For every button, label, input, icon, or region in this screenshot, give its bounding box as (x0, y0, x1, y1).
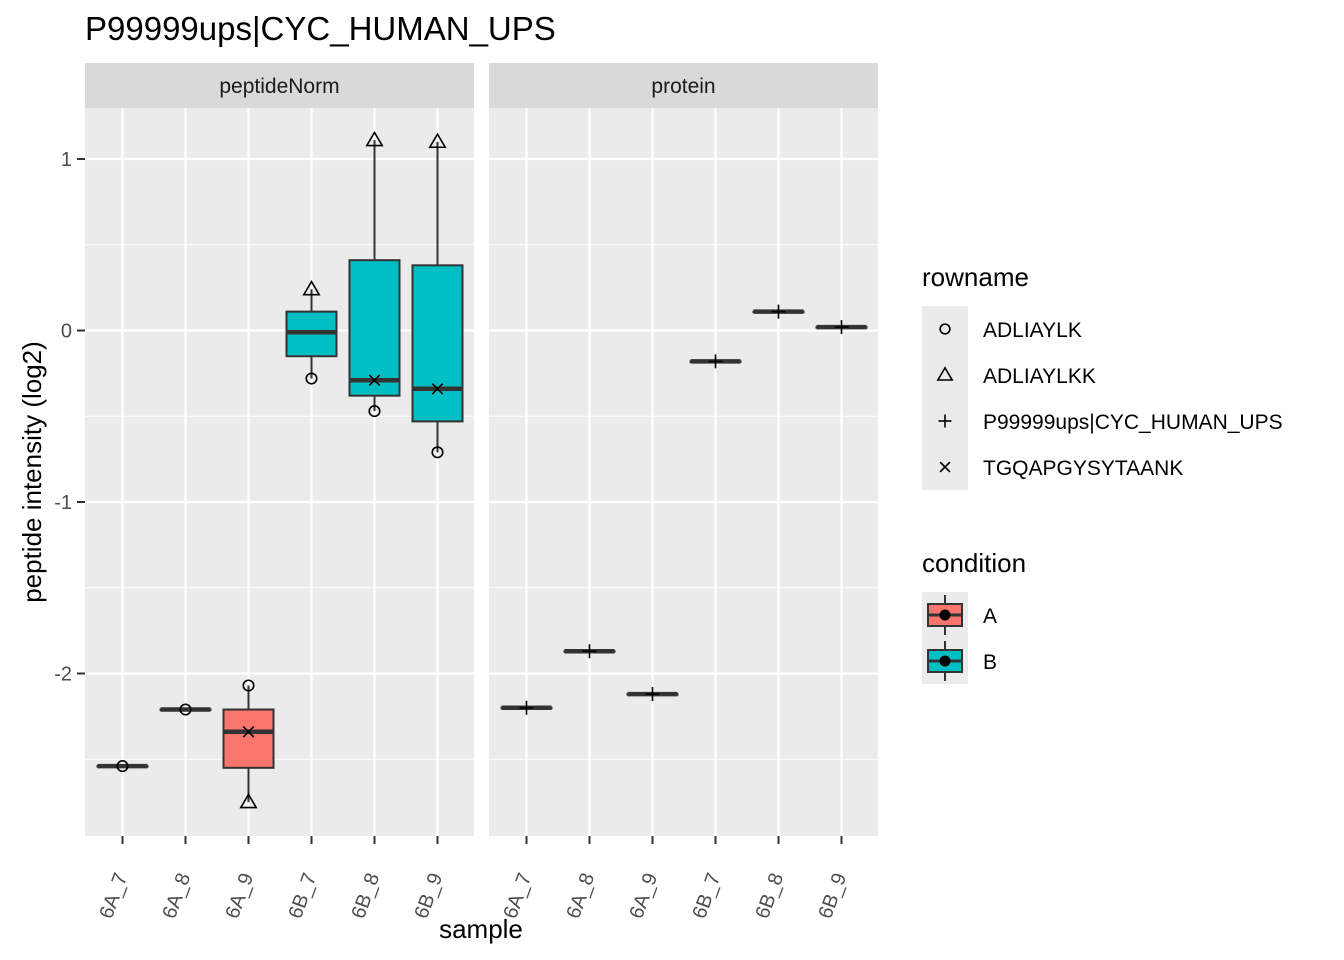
legend-key-background (922, 306, 968, 352)
legend-title: rowname (922, 262, 1029, 292)
box-6A_7 (96, 763, 149, 769)
legend-label: P99999ups|CYC_HUMAN_UPS (983, 411, 1283, 434)
data-point-mark (365, 130, 384, 147)
x-tick-label: 6B_8 (752, 870, 789, 921)
box-body (222, 708, 275, 769)
strip-background (489, 63, 878, 108)
data-point-mark (431, 446, 444, 459)
x-tick-label: 6B_7 (689, 870, 726, 921)
x-tick-label: 6B_7 (285, 870, 322, 921)
data-point-mark (116, 760, 129, 773)
legend-dot (939, 655, 951, 667)
legend-label: ADLIAYLKK (983, 365, 1096, 388)
chart-title: P99999ups|CYC_HUMAN_UPS (85, 10, 556, 47)
box-6A_9 (222, 685, 275, 803)
box-6B_8 (348, 140, 401, 412)
data-point-mark (305, 372, 318, 385)
legend-dot (939, 609, 951, 621)
panel-background (85, 108, 474, 836)
x-tick-label: 6A_7 (96, 870, 133, 921)
box-body (411, 264, 464, 423)
x-tick-label: 6B_8 (348, 870, 385, 921)
strip-background (85, 63, 474, 108)
data-point (305, 372, 318, 385)
data-point (519, 700, 534, 715)
legend-rowname: rowname ADLIAYLK ADLIAYLKK P99999ups|CYC_HU… (922, 262, 1283, 490)
panel-background (489, 108, 878, 836)
data-point-b (431, 382, 444, 395)
data-point (645, 687, 660, 702)
data-point (428, 132, 447, 149)
data-point-mark (179, 703, 192, 716)
data-point-mark (428, 132, 447, 149)
legend-label: A (983, 605, 997, 628)
data-point (708, 354, 723, 369)
data-point (771, 304, 786, 319)
data-point (834, 320, 849, 335)
legend-label: ADLIAYLK (983, 319, 1082, 342)
data-point (242, 725, 255, 738)
legend-key-triangle (936, 366, 954, 381)
legend-key-triangle-mark (936, 366, 954, 381)
data-point (239, 792, 258, 809)
strip-label: peptideNorm (219, 75, 339, 98)
legend-key-plus (938, 414, 952, 428)
legend-key-background (922, 352, 968, 398)
data-point (242, 679, 255, 692)
legend-label: TGQAPGYSYTAANK (983, 457, 1183, 480)
box-6A_8 (159, 707, 212, 712)
data-point (179, 703, 192, 716)
x-tick-label: 6A_8 (563, 870, 600, 921)
y-tick-label: 0 (61, 321, 72, 343)
data-point-mark (368, 405, 381, 418)
data-point (365, 130, 384, 147)
y-tick-label: -2 (54, 664, 72, 686)
data-point (116, 760, 129, 773)
box-body (348, 259, 401, 397)
data-point (431, 382, 444, 395)
y-tick-label: 1 (61, 149, 72, 171)
x-tick-label: 6A_9 (626, 870, 663, 921)
legend-title: condition (922, 548, 1026, 578)
y-tick-label: -1 (54, 492, 72, 514)
data-point-mark (302, 280, 321, 296)
legend-key-cross (939, 461, 951, 473)
y-axis-title: peptide intensity (log2) (17, 341, 47, 603)
x-tick-label: 6B_9 (815, 870, 852, 921)
data-point-b (368, 374, 381, 387)
data-point (302, 280, 321, 296)
data-point-mark (242, 679, 255, 692)
box-6B_9 (411, 141, 464, 453)
data-point-mark (239, 792, 258, 809)
legend-label: B (983, 651, 997, 674)
legend-key-circle (939, 323, 951, 335)
x-axis-title: sample (439, 914, 523, 944)
data-point (582, 644, 597, 659)
legend-condition: condition AB (922, 548, 1026, 684)
legend-key-cross-b (939, 461, 951, 473)
data-point (368, 405, 381, 418)
legend-key-circle-mark (939, 323, 951, 335)
box-6B_7 (285, 289, 338, 379)
x-tick-label: 6A_8 (159, 870, 196, 921)
x-tick-label: 6A_9 (222, 870, 259, 921)
data-point (368, 374, 381, 387)
data-point-b (242, 725, 255, 738)
strip-label: protein (651, 75, 715, 98)
data-point (431, 446, 444, 459)
